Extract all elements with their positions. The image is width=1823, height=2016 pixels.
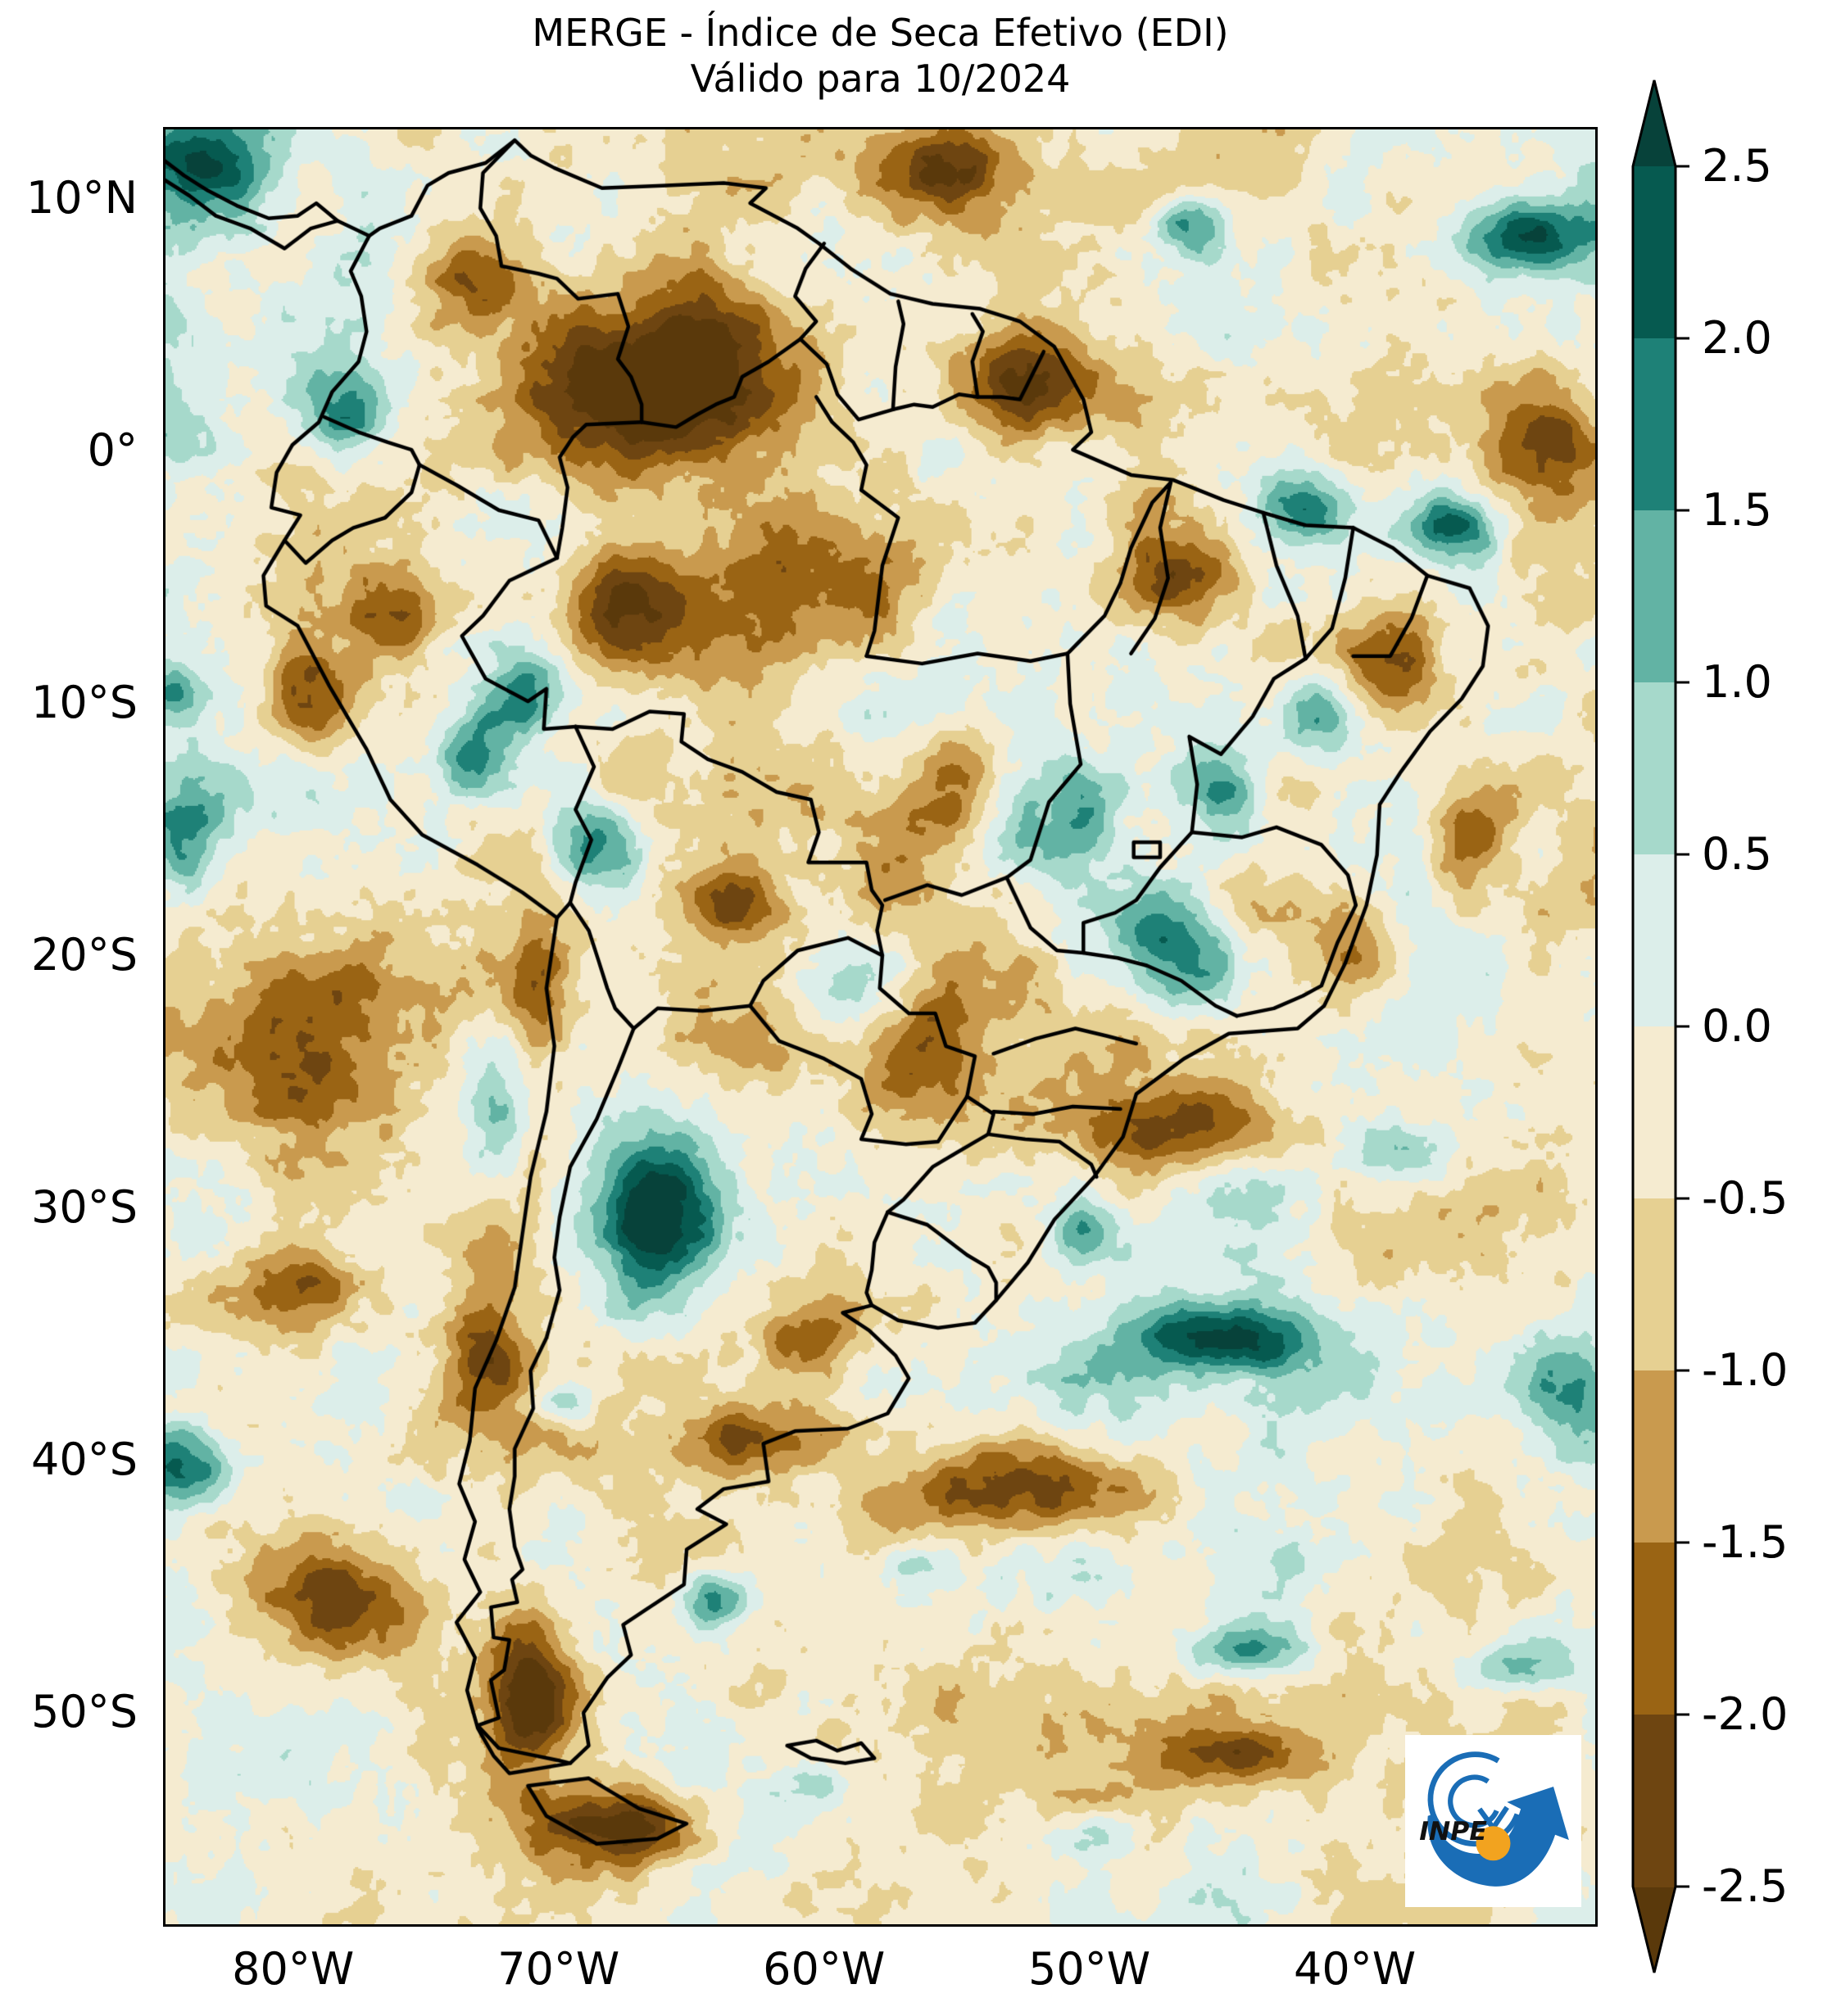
- colorbar-tick-label: 1.0: [1702, 656, 1772, 708]
- colorbar-tick-label: 0.0: [1702, 1000, 1772, 1052]
- colorbar-segment: [1633, 1198, 1676, 1371]
- colorbar-tick-label: 0.5: [1702, 828, 1772, 880]
- logo-text: INPE: [1419, 1817, 1487, 1846]
- y-tick-label: 10°N: [25, 172, 138, 224]
- y-tick-label: 20°S: [31, 929, 138, 981]
- y-tick-label: 30°S: [31, 1181, 138, 1234]
- colorbar-extend-up-arrow: [1633, 80, 1676, 166]
- plot-subtitle: Válido para 10/2024: [690, 57, 1071, 101]
- x-tick-label: 70°W: [497, 1943, 620, 1995]
- colorbar-segment: [1633, 166, 1676, 339]
- map-plot-area: [163, 127, 1598, 1927]
- y-tick-label: 0°: [87, 424, 138, 477]
- inpe-logo: INPE: [1405, 1735, 1581, 1907]
- colorbar-tick-label: 1.5: [1702, 484, 1772, 536]
- colorbar-segment: [1633, 338, 1676, 511]
- logo-inner-spiral-icon: [1448, 1774, 1499, 1828]
- x-tick-label: 50°W: [1028, 1943, 1151, 1995]
- colorbar-segment: [1633, 1026, 1676, 1199]
- colorbar-extend-down-arrow: [1633, 1887, 1676, 1973]
- logo-swoosh-arrow-icon: [1427, 1787, 1569, 1887]
- edi-raster-map: [166, 129, 1595, 1924]
- colorbar-tick-label: -2.5: [1702, 1860, 1789, 1912]
- colorbar-tick-label: -0.5: [1702, 1172, 1789, 1224]
- colorbar-tick-label: 2.0: [1702, 312, 1772, 364]
- y-tick-label: 10°S: [31, 677, 138, 729]
- colorbar-tick-label: 2.5: [1702, 140, 1772, 192]
- plot-title: MERGE - Índice de Seca Efetivo (EDI): [532, 11, 1229, 55]
- inpe-logo-graphic: INPE: [1419, 1751, 1569, 1887]
- colorbar-segment: [1633, 510, 1676, 683]
- x-tick-label: 80°W: [232, 1943, 355, 1995]
- x-tick-label: 40°W: [1294, 1943, 1417, 1995]
- y-tick-label: 40°S: [31, 1434, 138, 1486]
- colorbar-segment: [1633, 854, 1676, 1027]
- colorbar-segment: [1633, 682, 1676, 855]
- colorbar-segment: [1633, 1715, 1676, 1887]
- colorbar-tick-label: -2.0: [1702, 1688, 1789, 1740]
- colorbar-segment: [1633, 1370, 1676, 1543]
- colorbar-tick-label: -1.5: [1702, 1516, 1789, 1568]
- logo-orange-dot-icon: [1476, 1826, 1511, 1861]
- x-tick-label: 60°W: [763, 1943, 886, 1995]
- colorbar-tick-label: -1.0: [1702, 1344, 1789, 1396]
- y-tick-label: 50°S: [31, 1686, 138, 1738]
- colorbar-segment: [1633, 1543, 1676, 1715]
- colorbar: [1631, 79, 1689, 1973]
